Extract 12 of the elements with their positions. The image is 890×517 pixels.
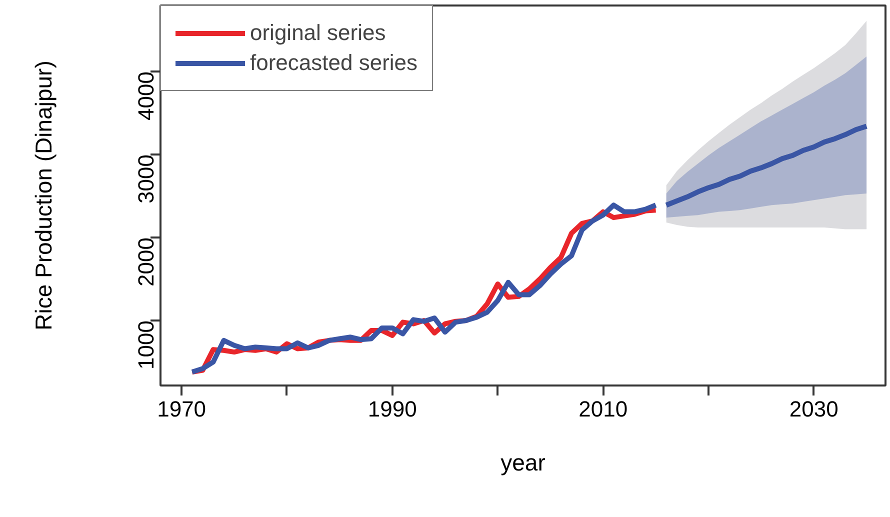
x-axis-title: year xyxy=(500,450,546,476)
x-tick-label: 2030 xyxy=(789,396,838,422)
x-tick-label: 2010 xyxy=(578,396,628,422)
legend-label: original series xyxy=(250,20,386,46)
x-tick-label: 1990 xyxy=(368,396,417,422)
x-tick-label: 1970 xyxy=(157,396,206,422)
y-tick-label: 4000 xyxy=(134,71,158,120)
y-tick-label: 3000 xyxy=(134,154,158,204)
legend-label: forecasted series xyxy=(250,50,418,76)
y-tick-label: 2000 xyxy=(134,237,158,286)
y-axis-title: Rice Production (Dinajpur) xyxy=(30,60,56,330)
y-tick-label: 1000 xyxy=(134,320,158,370)
